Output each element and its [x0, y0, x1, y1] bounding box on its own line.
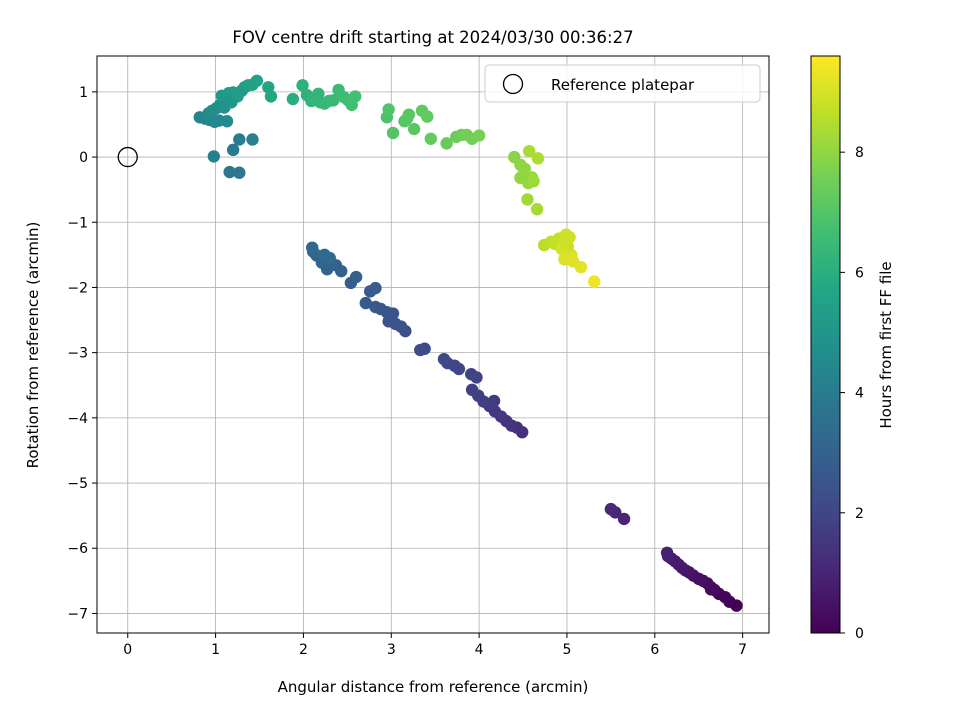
- data-point: [660, 546, 674, 560]
- legend-box: [484, 64, 761, 103]
- x-tick-label: 5: [562, 642, 571, 658]
- x-tick-label: 2: [299, 642, 308, 658]
- data-point: [220, 114, 234, 128]
- data-point: [386, 126, 400, 140]
- colorbar-gradient: [810, 55, 841, 634]
- x-tick-label: 6: [650, 642, 659, 658]
- x-tick-label: 7: [738, 642, 747, 658]
- data-point: [359, 296, 372, 310]
- y-axis-label: Rotation from reference (arcmin): [24, 222, 42, 469]
- x-tick-label: 1: [211, 642, 220, 658]
- x-tick-label: 3: [387, 642, 396, 658]
- data-point: [369, 281, 382, 295]
- data-point: [604, 502, 618, 516]
- data-point: [369, 300, 382, 314]
- y-axis-ticks: −7 −6 −5 −4 −3 −2 −1 0 1: [67, 85, 97, 622]
- y-tick-label: −6: [67, 541, 88, 557]
- colorbar-tick-label: 8: [855, 145, 864, 161]
- legend-label: Reference platepar: [551, 76, 695, 94]
- data-point: [465, 383, 479, 397]
- y-tick-label: −1: [67, 215, 88, 231]
- colorbar-tick-label: 0: [855, 626, 864, 642]
- y-tick-label: 1: [79, 85, 88, 101]
- data-point: [530, 203, 544, 216]
- data-point: [407, 122, 421, 136]
- data-point: [424, 132, 438, 146]
- x-tick-label: 0: [123, 642, 132, 658]
- data-point: [233, 133, 246, 146]
- data-point: [250, 74, 264, 87]
- data-point: [521, 193, 534, 206]
- reference-platepar-marker: [117, 146, 138, 168]
- legend: Reference platepar: [484, 64, 761, 103]
- data-point: [574, 261, 588, 274]
- colorbar: 0 2 4 6 8 Hours from first FF file: [810, 55, 895, 642]
- colorbar-tick-label: 4: [855, 386, 864, 402]
- data-point: [400, 112, 414, 125]
- data-point: [226, 143, 240, 157]
- data-point: [225, 96, 238, 109]
- x-tick-label: 4: [475, 642, 484, 658]
- data-point: [296, 79, 309, 92]
- data-point: [587, 275, 601, 288]
- data-point: [516, 169, 530, 182]
- data-point: [421, 110, 434, 123]
- y-tick-label: −7: [67, 606, 88, 622]
- data-point: [223, 165, 236, 179]
- data-point: [561, 240, 575, 253]
- data-point: [472, 129, 486, 142]
- data-point: [349, 270, 363, 284]
- data-point: [617, 512, 631, 526]
- data-point: [327, 94, 340, 107]
- plot-frame: [96, 55, 770, 634]
- data-point: [246, 133, 259, 146]
- y-tick-label: −4: [67, 411, 88, 427]
- data-point: [414, 343, 427, 357]
- data-point: [527, 174, 540, 188]
- grid-lines: [97, 56, 769, 633]
- data-point: [286, 92, 300, 106]
- data-point: [207, 150, 221, 163]
- data-point: [323, 251, 336, 265]
- data-point: [704, 583, 718, 596]
- y-tick-label: −2: [67, 280, 88, 296]
- data-point: [382, 103, 395, 116]
- y-tick-label: −5: [67, 476, 88, 492]
- data-points: [193, 74, 743, 612]
- data-point: [306, 241, 319, 254]
- colorbar-tick-label: 6: [855, 265, 864, 281]
- y-tick-label: −3: [67, 346, 88, 362]
- colorbar-label: Hours from first FF file: [877, 261, 895, 428]
- data-point: [264, 90, 278, 103]
- data-point: [522, 144, 536, 158]
- colorbar-ticks: 0 2 4 6 8: [840, 145, 864, 642]
- x-axis-label: Angular distance from reference (arcmin): [278, 678, 589, 696]
- y-tick-label: 0: [79, 150, 88, 166]
- data-point: [531, 152, 545, 165]
- colorbar-tick-label: 2: [855, 506, 864, 522]
- legend-marker-icon: [502, 73, 524, 95]
- chart-title: FOV centre drift starting at 2024/03/30 …: [232, 28, 633, 47]
- data-point: [440, 137, 453, 150]
- reference-marker-group: [117, 146, 138, 168]
- data-point: [437, 352, 451, 366]
- data-point: [233, 166, 246, 179]
- data-point: [349, 90, 362, 103]
- data-point: [312, 87, 325, 101]
- x-axis-ticks: 0 1 2 3 4 5 6 7: [123, 633, 747, 658]
- data-point: [465, 367, 478, 381]
- data-point: [487, 394, 501, 408]
